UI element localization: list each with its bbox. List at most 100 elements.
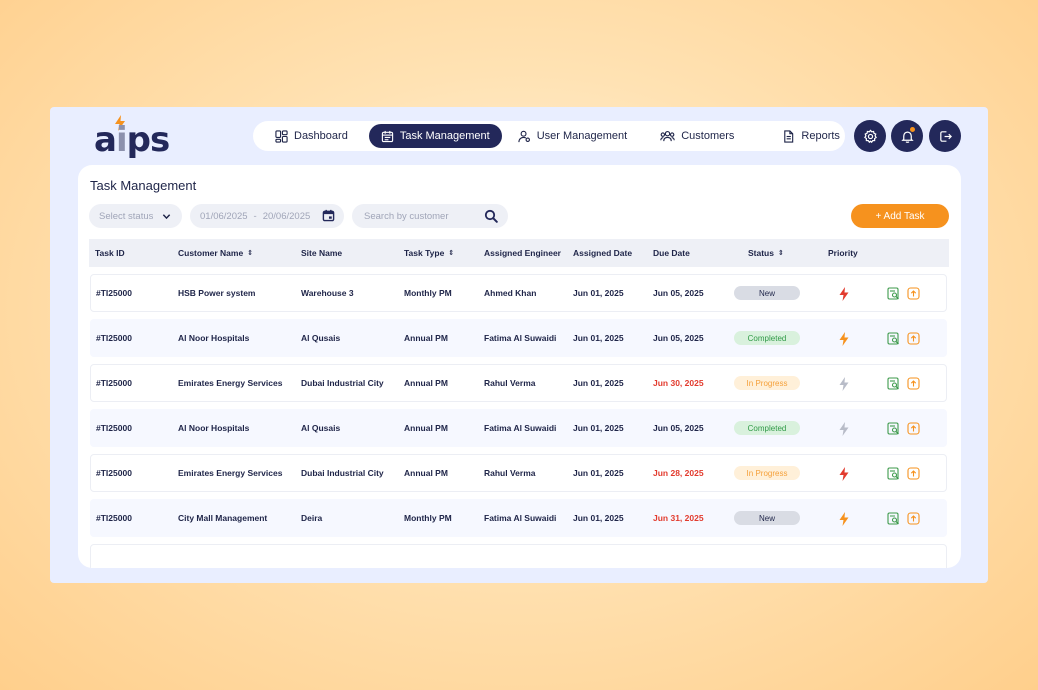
app-window: aips Dashboard Task Management User Mana… <box>50 107 988 583</box>
main-nav: Dashboard Task Management User Managemen… <box>253 121 845 151</box>
view-details-icon[interactable] <box>887 332 900 345</box>
nav-customers[interactable]: Customers <box>648 124 746 148</box>
status-badge: In Progress <box>734 466 800 480</box>
edit-task-icon[interactable] <box>907 377 920 390</box>
nav-dashboard-label: Dashboard <box>294 130 348 142</box>
priority-bolt-icon <box>839 287 849 301</box>
user-gear-icon <box>518 130 530 142</box>
users-icon <box>660 130 675 141</box>
cell-site-name: Dubai Industrial City <box>301 468 384 478</box>
nav-reports[interactable]: Reports <box>770 124 852 148</box>
chevron-down-icon <box>162 214 171 220</box>
table-row[interactable]: #TI25000 City Mall Management Deira Monthly… <box>90 499 947 537</box>
document-icon <box>784 129 794 143</box>
cell-due-date: Jun 31, 2025 <box>653 513 704 523</box>
cell-assigned-engineer: Rahul Verma <box>484 468 536 478</box>
edit-task-icon[interactable] <box>907 467 920 480</box>
status-badge: In Progress <box>734 376 800 390</box>
table-row[interactable]: #TI25000 Emirates Energy Services Dubai In… <box>90 364 947 402</box>
column-due-date-label: Due Date <box>653 248 690 258</box>
cell-due-date: Jun 30, 2025 <box>653 378 704 388</box>
column-task-id-label: Task ID <box>95 248 125 258</box>
priority-bolt-icon <box>839 467 849 481</box>
add-task-button[interactable]: + Add Task <box>851 204 949 228</box>
view-details-icon[interactable] <box>887 467 900 480</box>
priority-bolt-icon <box>839 422 849 436</box>
aips-logo[interactable]: aips <box>94 115 174 160</box>
cell-customer-name: Emirates Energy Services <box>178 378 283 388</box>
cell-site-name: Al Qusais <box>301 333 341 343</box>
cell-status: Completed <box>734 410 800 446</box>
bolt-logo-icon <box>115 115 125 131</box>
column-task-type[interactable]: Task Type ⇕ <box>404 239 454 267</box>
notifications-button[interactable] <box>891 120 923 152</box>
cell-assigned-engineer: Fatima Al Suwaidi <box>484 333 557 343</box>
cell-status: In Progress <box>734 455 800 491</box>
table-row[interactable]: #TI25000 Al Noor Hospitals Al Qusais Annual… <box>90 409 947 447</box>
cell-assigned-date: Jun 01, 2025 <box>573 513 624 523</box>
nav-user-management-label: User Management <box>536 130 628 142</box>
settings-button[interactable] <box>854 120 886 152</box>
calendar-icon <box>381 130 393 142</box>
column-due-date: Due Date <box>653 239 690 267</box>
cell-assigned-date: Jun 01, 2025 <box>573 378 624 388</box>
table-row-partial <box>90 544 947 568</box>
cell-assigned-engineer: Rahul Verma <box>484 378 536 388</box>
page-title: Task Management <box>90 178 197 193</box>
view-details-icon[interactable] <box>887 422 900 435</box>
cell-customer-name: Al Noor Hospitals <box>178 333 250 343</box>
table-row[interactable]: #TI25000 Emirates Energy Services Dubai In… <box>90 454 947 492</box>
logout-button[interactable] <box>929 120 961 152</box>
notification-dot <box>910 127 915 132</box>
column-status[interactable]: Status ⇕ <box>748 239 784 267</box>
view-details-icon[interactable] <box>887 512 900 525</box>
edit-task-icon[interactable] <box>907 422 920 435</box>
sort-icon[interactable]: ⇕ <box>448 250 455 257</box>
status-badge: Completed <box>734 421 800 435</box>
customer-search-input[interactable] <box>352 204 508 228</box>
grid-icon <box>275 129 288 143</box>
table-row[interactable]: #TI25000 HSB Power system Warehouse 3 Month… <box>90 274 947 312</box>
cell-status: In Progress <box>734 365 800 401</box>
table-row[interactable]: #TI25000 Al Noor Hospitals Al Qusais Annual… <box>90 319 947 357</box>
cell-site-name: Warehouse 3 <box>301 288 354 298</box>
column-customer-name[interactable]: Customer Name ⇕ <box>178 239 253 267</box>
add-task-label: + Add Task <box>875 210 925 222</box>
cell-assigned-date: Jun 01, 2025 <box>573 333 624 343</box>
cell-task-id: #TI25000 <box>96 513 132 523</box>
priority-bolt-icon <box>839 377 849 391</box>
cell-task-type: Annual PM <box>404 333 448 343</box>
status-badge: New <box>734 286 800 300</box>
date-range-filter[interactable]: 01/06/2025 - 20/06/2025 <box>190 204 344 228</box>
cell-customer-name: Emirates Energy Services <box>178 468 283 478</box>
nav-task-management[interactable]: Task Management <box>368 124 502 148</box>
logo-text: aips <box>94 120 170 160</box>
status-filter-placeholder: Select status <box>99 210 154 222</box>
nav-user-management[interactable]: User Management <box>506 124 640 148</box>
column-site-name: Site Name <box>301 239 342 267</box>
edit-task-icon[interactable] <box>907 287 920 300</box>
view-details-icon[interactable] <box>887 287 900 300</box>
search-icon[interactable] <box>484 209 498 223</box>
nav-task-management-label: Task Management <box>399 130 490 142</box>
column-task-id: Task ID <box>95 239 125 267</box>
cell-customer-name: City Mall Management <box>178 513 268 523</box>
priority-bolt-icon <box>839 332 849 346</box>
sort-icon[interactable]: ⇕ <box>247 250 254 257</box>
nav-reports-label: Reports <box>801 130 840 142</box>
date-separator: - <box>253 210 257 222</box>
calendar-picker-icon[interactable] <box>322 209 335 222</box>
edit-task-icon[interactable] <box>907 332 920 345</box>
column-priority-label: Priority <box>828 248 858 258</box>
status-filter-select[interactable]: Select status <box>89 204 182 228</box>
cell-assigned-engineer: Ahmed Khan <box>484 288 537 298</box>
cell-site-name: Deira <box>301 513 323 523</box>
view-details-icon[interactable] <box>887 377 900 390</box>
cell-site-name: Dubai Industrial City <box>301 378 384 388</box>
edit-task-icon[interactable] <box>907 512 920 525</box>
column-assigned-date: Assigned Date <box>573 239 632 267</box>
column-task-type-label: Task Type <box>404 248 445 258</box>
column-assigned-engineer: Assigned Engineer <box>484 239 561 267</box>
nav-dashboard[interactable]: Dashboard <box>263 124 360 148</box>
sort-icon[interactable]: ⇕ <box>777 250 784 257</box>
